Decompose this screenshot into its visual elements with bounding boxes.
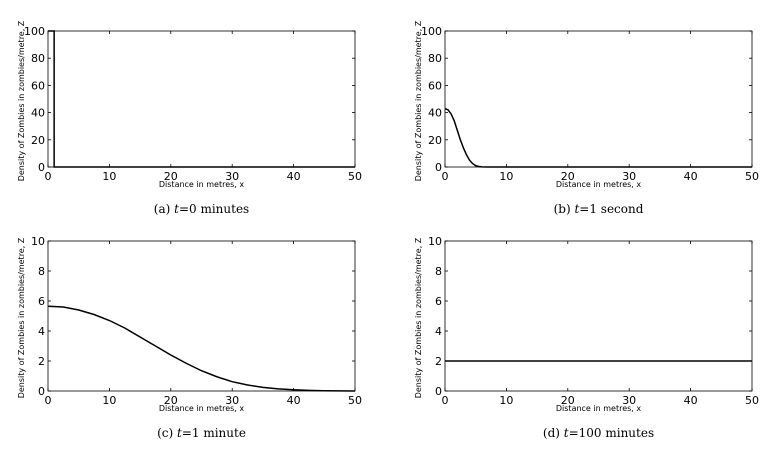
caption-variable: t xyxy=(564,426,569,440)
x-tick-label: 30 xyxy=(622,394,636,407)
y-tick-label: 0 xyxy=(435,385,442,398)
y-tick-label: 8 xyxy=(435,265,442,278)
y-tick-label: 2 xyxy=(435,355,442,368)
y-tick-label: 6 xyxy=(435,295,442,308)
chart-panel-1: 0 10 20 30 40 50 0 20 40 60 80 100 Distance in metre… xyxy=(17,20,362,216)
y-axis-label: Density of Zombies in zombies/metre, Z xyxy=(414,237,423,398)
chart-panel-2: 0 10 20 30 40 50 0 20 40 60 80 100 Distance in metre… xyxy=(414,20,759,216)
y-tick-label: 2 xyxy=(38,355,45,368)
caption-letter: (d) xyxy=(543,426,564,440)
x-tick-label: 30 xyxy=(225,394,239,407)
x-tick-label: 20 xyxy=(164,170,178,183)
caption-time: =100 minutes xyxy=(569,426,655,440)
y-tick-label: 20 xyxy=(428,134,442,147)
plot-frame xyxy=(444,30,753,168)
x-tick-label: 40 xyxy=(287,394,301,407)
caption-variable: t xyxy=(574,202,579,216)
caption-variable: t xyxy=(177,426,182,440)
x-tick-label: 10 xyxy=(499,170,513,183)
y-axis-label: Density of Zombies in zombies/metre, Z xyxy=(17,237,26,398)
x-axis-label: Distance in metres, x xyxy=(159,180,245,189)
y-tick-label: 80 xyxy=(428,52,442,65)
y-axis-label: Density of Zombies in zombies/metre, Z xyxy=(414,20,423,181)
x-axis-label: Distance in metres, x xyxy=(556,180,642,189)
x-tick-label: 50 xyxy=(348,394,362,407)
x-tick-label: 30 xyxy=(622,170,636,183)
x-tick-label: 10 xyxy=(499,394,513,407)
x-axis-label: Distance in metres, x xyxy=(159,404,245,413)
caption-time: =1 minute xyxy=(182,426,246,440)
x-tick-label: 40 xyxy=(287,170,301,183)
panel-caption: (d) t=100 minutes xyxy=(543,426,654,440)
y-tick-label: 4 xyxy=(38,325,45,338)
y-tick-label: 6 xyxy=(38,295,45,308)
y-tick-label: 0 xyxy=(38,385,45,398)
x-tick-label: 30 xyxy=(225,170,239,183)
panel-caption: (b) t=1 second xyxy=(554,202,644,216)
panel-caption: (a) t=0 minutes xyxy=(154,202,249,216)
x-tick-label: 20 xyxy=(561,170,575,183)
y-tick-label: 20 xyxy=(31,134,45,147)
x-tick-label: 10 xyxy=(102,170,116,183)
x-tick-label: 0 xyxy=(45,170,52,183)
y-tick-label: 40 xyxy=(31,107,45,120)
y-tick-label: 60 xyxy=(428,79,442,92)
plot-frame xyxy=(444,240,753,392)
x-tick-label: 40 xyxy=(684,394,698,407)
x-tick-label: 0 xyxy=(45,394,52,407)
caption-time: =0 minutes xyxy=(179,202,249,216)
x-tick-label: 0 xyxy=(442,394,449,407)
y-tick-label: 8 xyxy=(38,265,45,278)
plot-frame xyxy=(47,240,356,392)
series-line xyxy=(47,305,356,392)
x-axis-label: Distance in metres, x xyxy=(556,404,642,413)
y-tick-label: 10 xyxy=(31,235,45,248)
y-tick-label: 100 xyxy=(421,25,442,38)
caption-time: =1 second xyxy=(579,202,643,216)
y-axis-label: Density of Zombies in zombies/metre, Z xyxy=(17,20,26,181)
plot-frame xyxy=(47,30,356,168)
caption-letter: (b) xyxy=(554,202,575,216)
y-tick-label: 40 xyxy=(428,107,442,120)
chart-panel-3: 0 10 20 30 40 50 0 2 4 6 8 10 Distance in metres, x D… xyxy=(17,235,362,440)
y-tick-label: 4 xyxy=(435,325,442,338)
caption-variable: t xyxy=(174,202,179,216)
series-line xyxy=(48,30,355,168)
x-tick-label: 20 xyxy=(561,394,575,407)
caption-letter: (a) xyxy=(154,202,174,216)
x-tick-label: 50 xyxy=(745,170,759,183)
y-tick-label: 80 xyxy=(31,52,45,65)
x-tick-label: 50 xyxy=(348,170,362,183)
y-tick-label: 60 xyxy=(31,79,45,92)
chart-panel-4: 0 10 20 30 40 50 0 2 4 6 8 10 Distance in metres, x D… xyxy=(414,235,759,440)
x-tick-label: 20 xyxy=(164,394,178,407)
y-tick-label: 0 xyxy=(38,161,45,174)
panel-caption: (c) t=1 minute xyxy=(157,426,246,440)
x-tick-label: 0 xyxy=(442,170,449,183)
caption-letter: (c) xyxy=(157,426,177,440)
series-line xyxy=(444,107,752,168)
x-tick-label: 10 xyxy=(102,394,116,407)
x-tick-label: 40 xyxy=(684,170,698,183)
y-tick-label: 100 xyxy=(24,25,45,38)
y-tick-label: 10 xyxy=(428,235,442,248)
y-tick-label: 0 xyxy=(435,161,442,174)
x-tick-label: 50 xyxy=(745,394,759,407)
